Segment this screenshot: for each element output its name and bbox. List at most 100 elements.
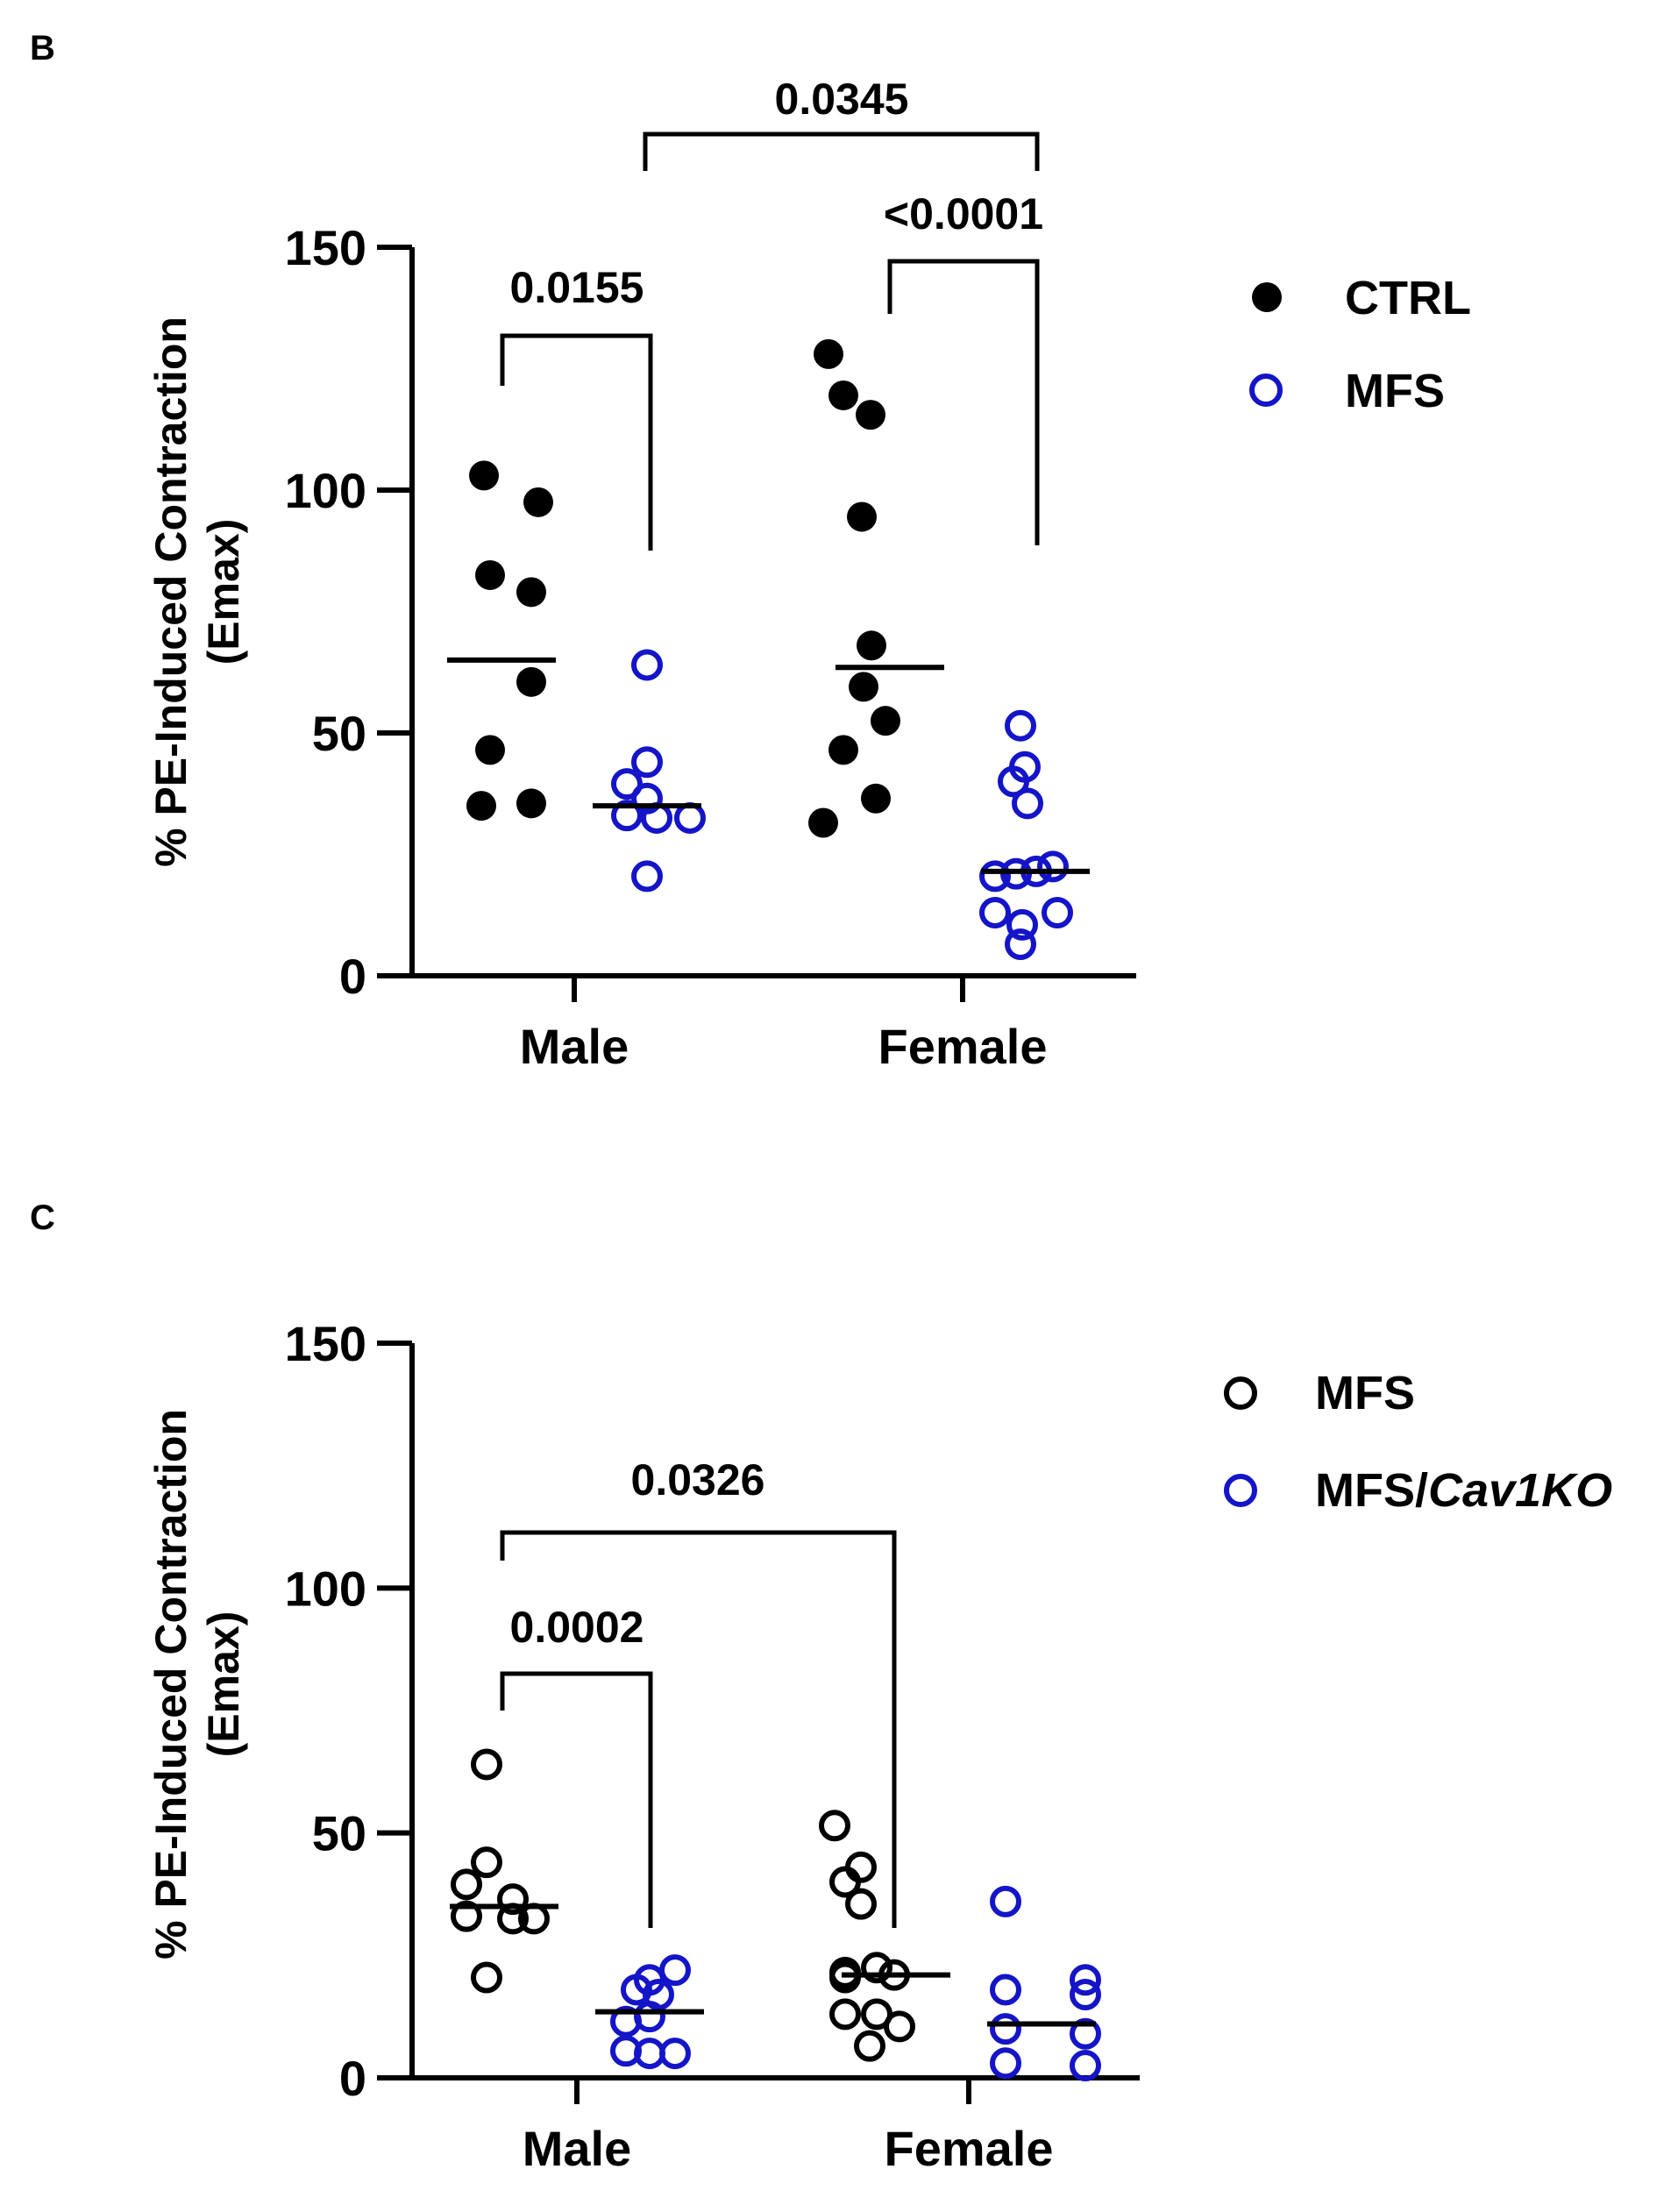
data-point: [1005, 709, 1036, 742]
data-point: [471, 1846, 502, 1879]
data-point: [1006, 908, 1038, 941]
data-point: [1070, 2017, 1101, 2050]
panel-c-legend-cav1ko-prefix: MFS/: [1315, 1464, 1428, 1517]
panel-b-legend-ctrl-label: CTRL: [1345, 272, 1471, 324]
y-tick-label: 50: [312, 1806, 366, 1861]
data-point: [819, 1810, 850, 1842]
data-point: [610, 2005, 642, 2038]
data-point: [856, 400, 885, 430]
panel-c-points: [451, 1748, 1101, 2082]
data-point: [857, 630, 886, 661]
panel-b-y-axis-title-line2: (Emax): [199, 519, 248, 665]
data-point: [808, 807, 838, 838]
y-tick-label: 0: [339, 2051, 366, 2106]
data-point: [847, 501, 877, 532]
data-point: [845, 1888, 877, 1920]
panel-c-pvalue-0002: 0.0002: [510, 1603, 644, 1652]
panel-c-means: [450, 1903, 1096, 2027]
panel-c: C % PE-Induced Contraction (Emax) 0 50 100…: [30, 1198, 1612, 2176]
data-point: [475, 735, 505, 765]
data-point: [845, 1851, 877, 1883]
data-point: [631, 860, 663, 893]
panel-b-bracket-male-mfs-vs-female-mfs: [643, 132, 1040, 171]
x-category-label-male: Male: [520, 1019, 629, 1074]
panel-b-legend-mfs-label: MFS: [1345, 365, 1445, 417]
data-point: [1012, 787, 1043, 820]
data-point: [621, 1974, 652, 2006]
panel-b-y-axis-title-line1: % PE-Induced Contraction: [146, 317, 196, 867]
data-point: [516, 788, 546, 819]
data-point: [979, 860, 1011, 893]
data-point: [829, 1998, 861, 2031]
x-category-label-male: Male: [523, 2121, 632, 2176]
data-point: [884, 2010, 915, 2043]
data-point: [1070, 2050, 1101, 2082]
data-point: [1037, 850, 1069, 883]
panel-c-y-axis-title-line1: % PE-Induced Contraction: [146, 1409, 196, 1960]
panel-c-y-axis-title-line2: (Emax): [199, 1611, 248, 1758]
x-category-label-female: Female: [878, 1019, 1048, 1074]
data-point: [611, 768, 643, 800]
data-point: [497, 1883, 529, 1916]
data-point: [814, 338, 843, 369]
panel-c-legend-mfs-marker: [1224, 1376, 1257, 1410]
data-point: [516, 577, 546, 608]
data-point: [516, 666, 546, 697]
data-point: [631, 746, 663, 779]
data-point: [990, 1885, 1021, 1917]
data-point: [828, 735, 858, 765]
panel-c-legend-cav1ko-marker: [1224, 1474, 1257, 1507]
panel-b-legend-ctrl-marker: [1252, 282, 1282, 312]
data-point: [998, 765, 1029, 798]
panel-b-x-ticks: Male Female: [520, 976, 1048, 1074]
panel-b-pvalue-0345: 0.0345: [775, 75, 909, 124]
data-point: [1042, 896, 1073, 928]
data-point: [854, 2030, 885, 2062]
panel-b-pvalue-0001: <0.0001: [884, 189, 1043, 238]
panel-c-bracket-male-vs-female-mfs: [500, 1530, 897, 1928]
data-point: [471, 1961, 502, 1994]
x-category-label-female: Female: [885, 2121, 1054, 2176]
panel-b-letter: B: [30, 29, 55, 68]
y-tick-label: 150: [285, 1316, 366, 1371]
panel-c-pvalue-0326: 0.0326: [631, 1455, 765, 1504]
data-point: [451, 1868, 482, 1901]
y-tick-label: 150: [285, 220, 366, 275]
panel-b-bracket-female: [887, 259, 1040, 545]
data-point: [659, 1954, 691, 1987]
y-tick-label: 50: [312, 706, 366, 761]
data-point: [475, 559, 505, 590]
data-point: [674, 801, 706, 834]
panel-c-x-ticks: Male Female: [523, 2078, 1054, 2176]
data-point: [990, 1974, 1021, 2006]
panel-b-y-ticks: 0 50 100 150: [285, 220, 412, 1004]
data-point: [1070, 1979, 1101, 2011]
data-point: [471, 1748, 502, 1781]
data-point: [631, 649, 663, 681]
panel-b: B % PE-Induced Contraction (Emax) 0 50 100…: [30, 29, 1471, 1074]
data-point: [990, 2013, 1021, 2045]
y-tick-label: 100: [285, 463, 366, 518]
data-point: [828, 380, 858, 410]
panel-b-points: [466, 338, 1073, 960]
y-tick-label: 0: [339, 949, 366, 1004]
data-point: [523, 487, 553, 517]
data-point: [979, 896, 1011, 928]
data-point: [659, 2038, 691, 2070]
data-point: [634, 2038, 665, 2070]
panel-b-pvalue-0155: 0.0155: [510, 263, 644, 312]
data-point: [849, 672, 878, 702]
data-point: [829, 1866, 861, 1898]
data-point: [1005, 928, 1036, 960]
panel-c-legend-mfs-label: MFS: [1315, 1367, 1415, 1419]
data-point: [871, 706, 900, 736]
data-point: [451, 1900, 482, 1932]
panel-c-bracket-male: [500, 1671, 653, 1928]
data-point: [861, 1952, 892, 1984]
panel-c-letter: C: [30, 1198, 55, 1237]
data-point: [469, 460, 499, 491]
panel-b-bracket-male: [500, 333, 653, 551]
panel-c-legend-cav1ko-italic: Cav1KO: [1428, 1464, 1612, 1517]
y-tick-label: 100: [285, 1561, 366, 1616]
